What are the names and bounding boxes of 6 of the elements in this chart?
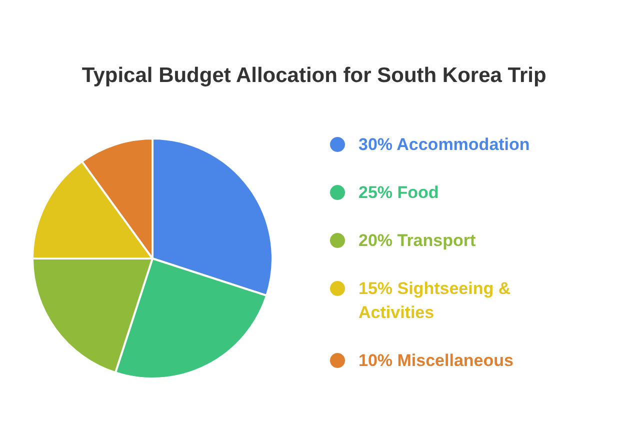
legend-label: 20% Transport xyxy=(358,231,476,250)
legend-label: 15% Sightseeing & Activities xyxy=(358,279,511,322)
legend-label: 10% Miscellaneous xyxy=(358,351,514,370)
chart-title: Typical Budget Allocation for South Korea Trip xyxy=(82,64,546,87)
legend-label: 25% Food xyxy=(358,183,439,202)
legend-label: 30% Accommodation xyxy=(358,135,530,154)
